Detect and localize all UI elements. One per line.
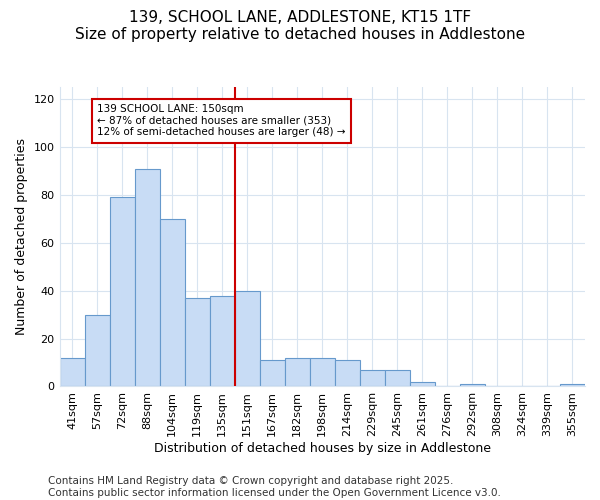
- Bar: [460, 384, 485, 386]
- Bar: [185, 298, 209, 386]
- Bar: [110, 198, 134, 386]
- Text: Contains HM Land Registry data © Crown copyright and database right 2025.
Contai: Contains HM Land Registry data © Crown c…: [48, 476, 501, 498]
- Bar: [209, 296, 235, 386]
- Bar: [285, 358, 310, 386]
- Bar: [260, 360, 285, 386]
- Bar: [160, 219, 185, 386]
- Bar: [410, 382, 435, 386]
- Bar: [310, 358, 335, 386]
- Bar: [385, 370, 410, 386]
- Bar: [134, 168, 160, 386]
- X-axis label: Distribution of detached houses by size in Addlestone: Distribution of detached houses by size …: [154, 442, 491, 455]
- Bar: [560, 384, 585, 386]
- Bar: [59, 358, 85, 386]
- Bar: [360, 370, 385, 386]
- Bar: [235, 291, 260, 386]
- Bar: [85, 314, 110, 386]
- Text: 139, SCHOOL LANE, ADDLESTONE, KT15 1TF
Size of property relative to detached hou: 139, SCHOOL LANE, ADDLESTONE, KT15 1TF S…: [75, 10, 525, 42]
- Bar: [335, 360, 360, 386]
- Y-axis label: Number of detached properties: Number of detached properties: [15, 138, 28, 336]
- Text: 139 SCHOOL LANE: 150sqm
← 87% of detached houses are smaller (353)
12% of semi-d: 139 SCHOOL LANE: 150sqm ← 87% of detache…: [97, 104, 346, 138]
